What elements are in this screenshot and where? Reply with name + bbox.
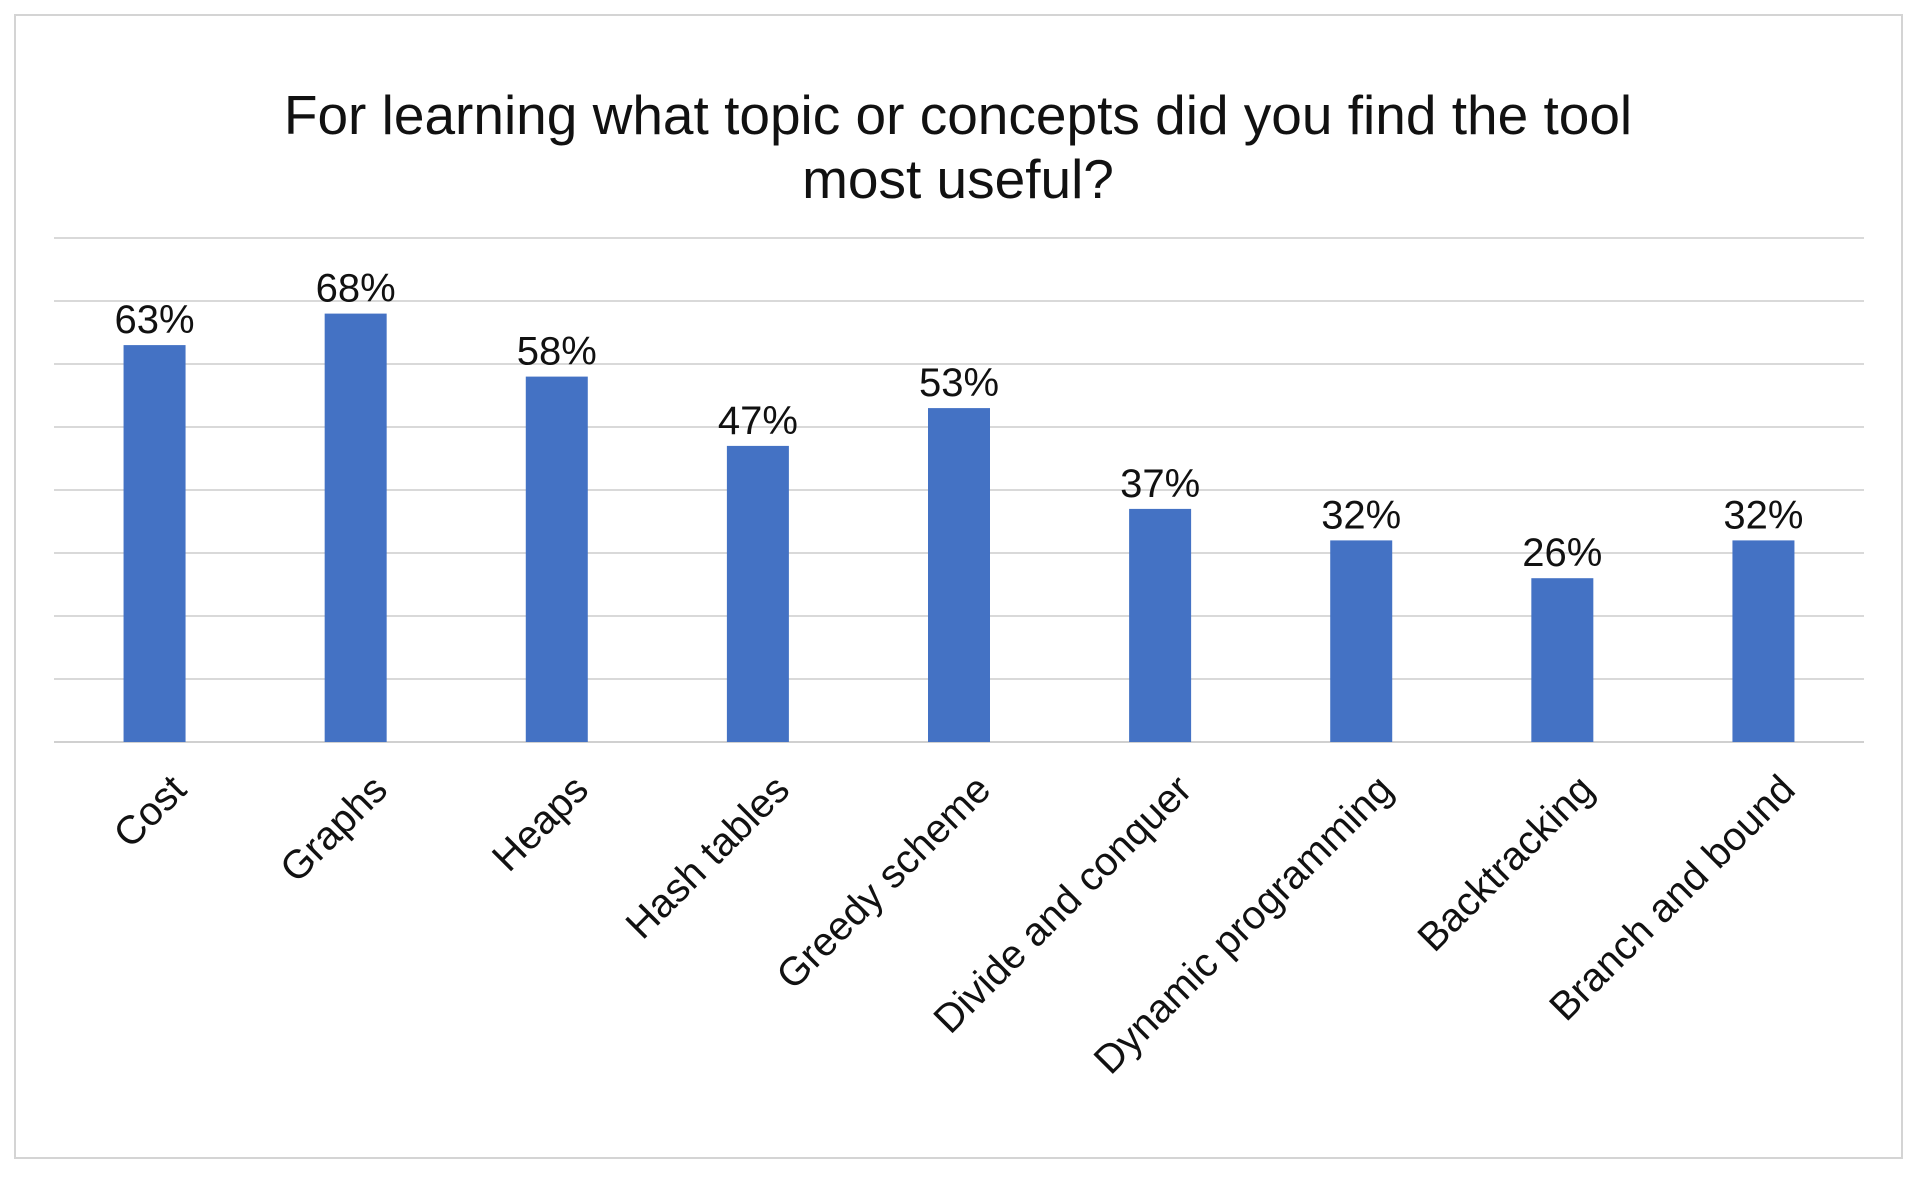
data-label: 68% <box>316 267 396 311</box>
bar-heaps <box>525 376 588 742</box>
chart-title-line-1: For learning what topic or concepts did … <box>284 84 1632 146</box>
category-label: Hash tables <box>618 767 798 947</box>
category-label: Greedy scheme <box>768 767 999 998</box>
data-label: 32% <box>1321 493 1401 537</box>
bar-graphs <box>324 313 387 742</box>
data-label: 47% <box>718 399 798 443</box>
data-label: 63% <box>115 298 195 342</box>
bar-divide-and-conquer <box>1129 508 1192 742</box>
chart-frame: For learning what topic or concepts did … <box>14 14 1903 1159</box>
bar-dynamic-programming <box>1330 540 1393 742</box>
bar-hash-tables <box>726 445 789 742</box>
bar-greedy-scheme <box>928 408 990 742</box>
bar-branch-and-bound <box>1732 540 1795 742</box>
data-label: 37% <box>1120 462 1200 506</box>
data-label: 53% <box>919 361 999 405</box>
data-label: 32% <box>1723 493 1803 537</box>
data-label: 58% <box>517 330 597 374</box>
bar-backtracking <box>1531 578 1594 742</box>
chart-svg: For learning what topic or concepts did … <box>54 84 1864 1083</box>
category-label: Heaps <box>484 767 597 880</box>
chart-title-line-2: most useful? <box>802 148 1114 210</box>
category-label: Cost <box>105 767 194 856</box>
bars <box>123 313 1795 742</box>
category-label: Backtracking <box>1409 767 1602 960</box>
data-labels: 63% 68% 58% 47% 53% 37% 32% 26% 32% <box>115 267 1804 576</box>
data-label: 26% <box>1522 531 1602 575</box>
category-label: Graphs <box>272 767 396 891</box>
bar-cost <box>123 345 186 742</box>
